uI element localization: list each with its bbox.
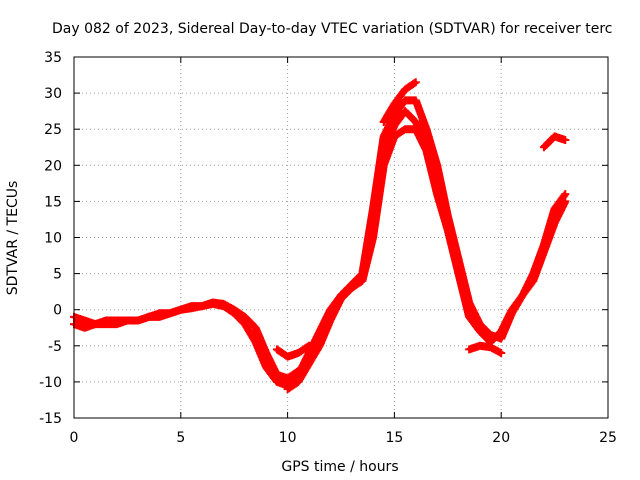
data-point <box>497 349 506 358</box>
x-tick-label: 20 <box>492 430 510 446</box>
y-tick-label: -15 <box>39 411 62 427</box>
data-point <box>304 341 313 350</box>
y-tick-label: 20 <box>44 158 62 174</box>
series-track-6 <box>272 341 313 361</box>
y-tick-label: -5 <box>48 339 62 355</box>
data-point <box>433 161 442 170</box>
y-tick-label: 25 <box>44 122 62 138</box>
x-tick-label: 0 <box>70 430 79 446</box>
x-tick-label: 10 <box>279 430 297 446</box>
chart-title: Day 082 of 2023, Sidereal Day-to-day VTE… <box>52 21 612 37</box>
x-axis-label: GPS time / hours <box>281 459 398 475</box>
x-tick-label: 25 <box>599 430 617 446</box>
series-track-4 <box>379 78 420 126</box>
data-point <box>411 78 420 87</box>
y-tick-label: 35 <box>44 50 62 66</box>
data-point <box>561 136 570 145</box>
y-tick-label: -10 <box>39 375 62 391</box>
x-tick-label: 5 <box>176 430 185 446</box>
y-tick-label: 30 <box>44 86 62 102</box>
x-tick-label: 15 <box>385 430 403 446</box>
series-track-5 <box>465 341 506 358</box>
y-tick-label: 15 <box>44 194 62 210</box>
data-layer <box>70 78 570 394</box>
y-tick-label: 10 <box>44 231 62 247</box>
data-point <box>561 197 570 206</box>
y-tick-label: 5 <box>53 267 62 283</box>
series-track-3 <box>283 107 442 394</box>
y-tick-label: 0 <box>53 303 62 319</box>
ticks: 0 5 10 15 20 25 -15 -10 -5 0 5 10 15 20 25 30 35 <box>39 50 617 446</box>
data-point <box>561 190 570 199</box>
y-axis-label: SDTVAR / TECUs <box>5 181 21 296</box>
series-track-7 <box>539 132 570 152</box>
